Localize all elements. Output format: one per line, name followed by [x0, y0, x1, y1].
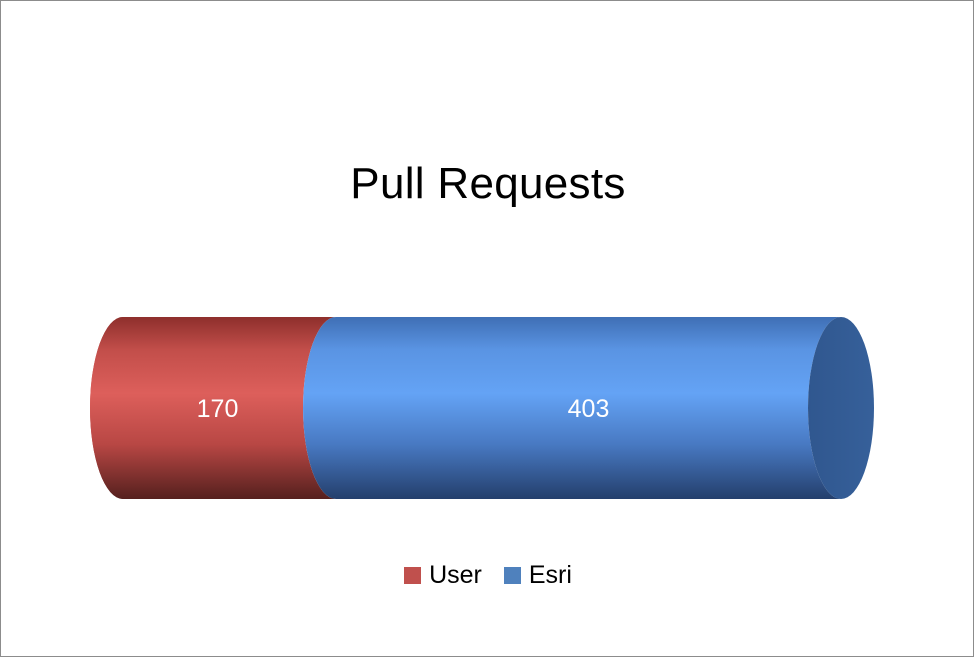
bar-esri [303, 317, 842, 499]
data-label-user: 170 [197, 395, 239, 423]
legend-label-esri: Esri [528, 561, 572, 589]
data-label-esri: 403 [568, 395, 610, 423]
legend-item-user: User [404, 561, 482, 590]
legend-item-esri: Esri [503, 561, 572, 590]
legend: User Esri [1, 561, 974, 590]
legend-label-user: User [429, 561, 482, 589]
data-label-group: 170 403 [197, 395, 610, 423]
bar-group [90, 317, 874, 499]
chart-title: Pull Requests [350, 159, 626, 208]
bar-esri-end-cap [808, 317, 874, 499]
legend-swatch-user [404, 567, 422, 584]
bar-user-left-end [90, 317, 156, 499]
legend-swatch-esri [503, 567, 521, 584]
